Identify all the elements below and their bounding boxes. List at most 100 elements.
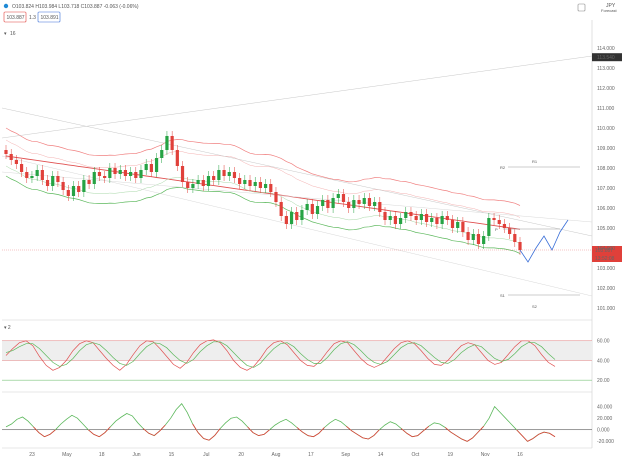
collapse-icon[interactable]: ▾: [4, 31, 7, 37]
symbol-status-icon: [3, 3, 9, 9]
candle: [305, 204, 309, 210]
osc-negative-segment: [313, 432, 320, 438]
osc-negative-segment: [368, 435, 375, 440]
osc-negative-segment: [302, 431, 309, 436]
osc-negative-segment: [362, 437, 369, 440]
osc-negative-segment: [461, 438, 468, 442]
time-axis-tick-label: Nov: [481, 452, 490, 458]
candle: [154, 158, 159, 172]
osc-negative-segment: [104, 426, 111, 433]
candle: [295, 212, 299, 220]
pivot-label: S1: [500, 293, 506, 298]
settings-icon[interactable]: [577, 3, 586, 12]
candle: [113, 168, 117, 174]
time-axis-tick-label: Aug: [272, 452, 281, 458]
candle: [269, 184, 273, 192]
candle: [373, 202, 377, 206]
price-axis-tick-label: 102.000: [597, 286, 615, 292]
osc-negative-segment: [549, 432, 556, 438]
candle: [326, 200, 330, 208]
candle: [129, 172, 133, 176]
candle: [77, 186, 81, 192]
candle: [367, 198, 372, 206]
candle: [378, 202, 382, 212]
osc-axis-tick-label: 0.000: [597, 428, 610, 434]
candle: [9, 154, 13, 160]
candle: [238, 178, 242, 184]
candle: [201, 180, 205, 186]
countdown-label: 13:52:08: [595, 256, 615, 262]
candle: [71, 186, 76, 196]
time-axis-tick-label: 18: [99, 452, 105, 458]
candle: [40, 170, 44, 180]
price-axis-tick-label: 113.000: [597, 66, 615, 72]
osc-negative-segment: [472, 431, 479, 439]
candle: [175, 150, 179, 166]
buy-box[interactable]: [37, 11, 61, 23]
trend-line: [1, 107, 593, 237]
osc-negative-segment: [214, 428, 221, 436]
price-axis-tick-label: 106.000: [597, 206, 615, 212]
osc-negative-segment: [88, 429, 95, 435]
time-axis-tick-label: Sep: [341, 452, 350, 458]
trend-line: [1, 55, 593, 139]
osc-negative-segment: [197, 432, 204, 439]
candle: [362, 198, 366, 204]
candle: [471, 234, 475, 240]
candle: [341, 194, 346, 202]
lower-band-line: [5, 175, 521, 254]
osc-negative-segment: [401, 428, 408, 434]
candle: [206, 176, 211, 186]
candle: [165, 136, 169, 150]
time-axis-tick-label: Oct: [412, 452, 420, 458]
countdown-tag: [592, 254, 622, 262]
sell-price[interactable]: 103.887: [7, 15, 25, 21]
osc-axis-tick-label: 20.000: [597, 416, 613, 422]
sell-box[interactable]: [3, 11, 27, 23]
stoch-axis-tick-label: 40.00: [597, 358, 610, 364]
candle: [19, 164, 24, 172]
candle: [466, 232, 470, 240]
candle: [149, 164, 153, 172]
osc-negative-segment: [44, 434, 51, 438]
osc-negative-segment: [444, 427, 451, 433]
osc-negative-segment: [422, 425, 429, 432]
candle: [14, 160, 18, 164]
lower-inner-band-line: [5, 165, 521, 244]
candle: [357, 200, 361, 204]
buy-price[interactable]: 103.891: [41, 15, 59, 21]
time-axis-tick-label: 20: [238, 452, 244, 458]
candle: [82, 180, 86, 192]
osc-negative-segment: [351, 430, 358, 435]
osc-negative-segment: [455, 435, 462, 440]
price-axis-tick-label: 107.000: [597, 186, 615, 192]
candle: [300, 210, 304, 220]
candle: [144, 164, 148, 170]
stoch-k-line: [5, 339, 556, 371]
osc-negative-segment: [357, 434, 364, 439]
candle: [87, 180, 91, 184]
candle: [212, 176, 216, 180]
osc-negative-segment: [318, 427, 325, 434]
pivot-label: R2: [500, 165, 506, 170]
candle: [414, 216, 418, 220]
candle: [450, 220, 455, 228]
osc-negative-segment: [412, 435, 418, 438]
candle: [258, 182, 263, 188]
candle: [347, 202, 351, 208]
candle: [518, 242, 522, 250]
pivot-label: R1: [532, 159, 538, 164]
candle: [123, 170, 128, 176]
candle: [321, 200, 325, 206]
osc-negative-segment: [527, 438, 534, 442]
candle: [482, 236, 486, 244]
osc-negative-segment: [373, 429, 380, 436]
candle: [222, 170, 226, 176]
osc-negative-segment: [296, 427, 303, 433]
candle: [160, 150, 164, 158]
candle: [170, 136, 174, 150]
candle: [419, 214, 423, 220]
osc-negative-segment: [346, 425, 353, 432]
pivot-label: S2: [532, 304, 538, 309]
